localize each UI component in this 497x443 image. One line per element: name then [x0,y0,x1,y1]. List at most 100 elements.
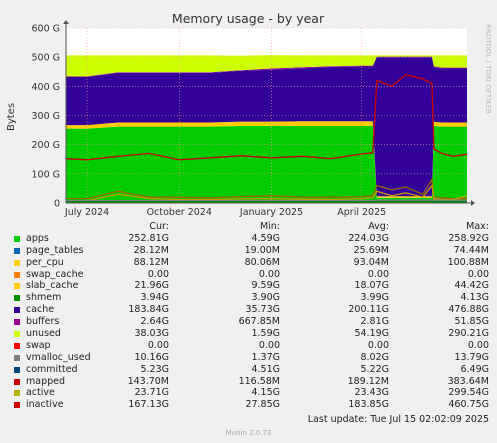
value-min: 1.37G [251,351,280,363]
value-cur: 2.64G [140,316,169,328]
value-avg: 54.19G [354,328,389,340]
legend-swatch [14,354,20,361]
value-avg: 5.22G [360,363,389,375]
legend-row-shmem: shmem 3.94G 3.90G 3.99G 4.13G [0,292,497,304]
legend-label: buffers [26,316,60,328]
last-update: Last update: Tue Jul 15 02:02:09 2025 [307,414,489,425]
value-max: 4.13G [460,292,489,304]
value-min: 3.90G [251,292,280,304]
value-cur: 21.96G [134,280,169,292]
legend-swatch [14,342,20,349]
legend-row-slab_cache: slab_cache 21.96G 9.59G 18.07G 44.42G [0,280,497,292]
legend-swatch [14,283,20,290]
legend-label: swap_cache [26,268,84,280]
value-cur: 28.12M [133,244,169,256]
y-tick-label: 0 [54,199,60,210]
legend-row-page_tables: page_tables 28.12M 19.00M 25.69M 74.44M [0,245,497,257]
value-avg: 8.02G [360,351,389,363]
value-cur: 143.70M [127,375,169,387]
value-cur: 3.94G [140,292,169,304]
legend-label: swap [26,339,51,351]
value-cur: 38.03G [134,328,169,340]
x-axis-arrow-icon [471,200,475,206]
legend-swatch [14,259,20,266]
value-max: 44.42G [454,280,489,292]
y-tick-label: 200 G [31,140,60,151]
value-avg: 93.04M [353,256,389,268]
legend-row-buffers: buffers 2.64G 667.85M 2.81G 51.85G [0,316,497,328]
legend-swatch [14,247,20,254]
value-min: 1.59G [251,328,280,340]
value-max: 0.00 [467,339,489,351]
x-tick-label: January 2025 [239,207,303,218]
legend-row-inactive: inactive 167.13G 27.85G 183.85G 460.75G [0,399,497,411]
value-max: 0.00 [467,268,489,280]
value-avg: 18.07G [354,280,389,292]
legend-label: apps [26,232,49,244]
value-cur: 0.00 [147,339,169,351]
legend-swatch [14,378,20,385]
value-cur: 88.12M [133,256,169,268]
legend-label: per_cpu [26,256,64,268]
memory-usage-chart: Memory usage - by year Bytes RRDTOOL / T… [6,11,492,218]
line-active [66,183,468,202]
value-max: 51.85G [454,316,489,328]
legend-label: cache [26,304,55,316]
value-min: 116.58M [238,375,280,387]
legend-row-mapped: mapped 143.70M 116.58M 189.12M 383.64M [0,376,497,388]
value-min: 35.73G [245,304,280,316]
y-tick-label: 300 G [31,111,60,122]
y-axis-label: Bytes [6,103,17,131]
y-tick-label: 100 G [31,169,60,180]
value-avg: 200.11G [348,304,389,316]
y-axis-arrow-icon [63,20,69,24]
value-cur: 23.71G [134,387,169,399]
legend-swatch [14,319,20,326]
legend-label: committed [26,363,78,375]
legend-swatch [14,402,20,409]
value-max: 258.92G [448,232,489,244]
value-max: 100.88M [447,256,489,268]
value-max: 460.75G [448,399,489,411]
value-cur: 252.81G [128,232,169,244]
legend-header: Cur: Min: Avg: Max: [0,221,497,233]
value-max: 13.79G [454,351,489,363]
value-max: 476.88G [448,304,489,316]
value-max: 383.64M [447,375,489,387]
legend-swatch [14,390,20,397]
value-avg: 224.03G [348,232,389,244]
value-min: 667.85M [238,316,280,328]
area-apps [66,126,467,203]
header-min: Min: [259,221,280,232]
legend-label: inactive [26,399,64,411]
value-max: 299.54G [448,387,489,399]
y-tick-label: 600 G [31,24,60,35]
value-min: 19.00M [244,244,280,256]
legend-row-active: active 23.71G 4.15G 23.43G 299.54G [0,387,497,399]
value-max: 290.21G [448,328,489,340]
value-min: 0.00 [258,339,280,351]
value-avg: 23.43G [354,387,389,399]
y-tick-label: 500 G [31,53,60,64]
munin-version: Munin 2.0.73 [225,429,272,437]
value-cur: 10.16G [134,351,169,363]
legend-label: mapped [26,375,66,387]
header-cur: Cur: [149,221,169,232]
legend-swatch [14,307,20,314]
legend-label: vmalloc_used [26,351,91,363]
value-min: 0.00 [258,268,280,280]
line-vmalloc_used [66,199,467,202]
legend-row-unused: unused 38.03G 1.59G 54.19G 290.21G [0,328,497,340]
legend-label: unused [26,328,61,340]
value-avg: 0.00 [367,268,389,280]
value-avg: 183.85G [348,399,389,411]
value-min: 80.06M [244,256,280,268]
legend-row-vmalloc_used: vmalloc_used 10.16G 1.37G 8.02G 13.79G [0,352,497,364]
legend-label: page_tables [26,244,84,256]
legend-swatch [14,366,20,373]
x-tick-label: April 2025 [337,207,386,218]
value-cur: 5.23G [140,363,169,375]
value-max: 6.49G [460,363,489,375]
value-min: 4.59G [251,232,280,244]
x-tick-label: July 2024 [64,207,109,218]
